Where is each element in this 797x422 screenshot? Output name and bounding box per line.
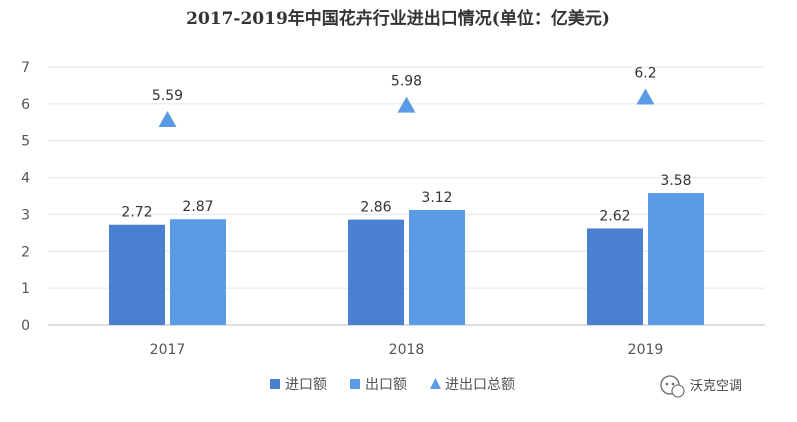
x-axis: 2017 2018 2019 [150, 342, 664, 358]
y-tick-label: 0 [21, 318, 30, 334]
legend-label: 进口额 [285, 377, 327, 393]
chart-title: 2017-2019年中国花卉行业进出口情况(单位：亿美元) [186, 8, 610, 29]
y-tick-label: 1 [21, 281, 30, 297]
legend-swatch [270, 379, 280, 389]
plot-area [109, 88, 704, 325]
bar-export-2017 [170, 219, 226, 325]
x-tick-label: 2017 [150, 342, 186, 358]
bar-import-2018 [348, 219, 404, 325]
legend[interactable]: 进口额 出口额 进出口总额 [270, 377, 515, 393]
x-tick-label: 2018 [389, 342, 425, 358]
legend-swatch [430, 378, 441, 389]
y-tick-label: 6 [21, 97, 30, 113]
bar-export-2019 [648, 193, 704, 325]
watermark-text: 沃克空调 [690, 379, 742, 394]
y-tick-label: 2 [21, 244, 30, 260]
wechat-icon [660, 375, 685, 398]
data-label: 3.12 [421, 190, 452, 206]
grid [48, 66, 765, 326]
data-label: 5.98 [391, 74, 422, 90]
data-label: 2.62 [599, 208, 630, 224]
watermark: 沃克空调 [660, 375, 742, 398]
legend-label: 出口额 [365, 377, 407, 393]
y-tick-label: 7 [21, 60, 30, 76]
bar-import-2017 [109, 224, 165, 325]
bar-export-2018 [409, 210, 465, 325]
data-label: 2.86 [360, 200, 391, 216]
y-tick-label: 4 [21, 171, 30, 187]
data-label: 2.72 [121, 205, 152, 221]
marker-total-2019 [636, 88, 655, 105]
marker-total-2018 [397, 96, 416, 113]
data-label: 5.59 [152, 88, 183, 104]
data-label: 3.58 [660, 173, 691, 189]
data-labels: 2.72 2.87 5.59 2.86 3.12 5.98 2.62 3.58 6.2 [121, 65, 691, 224]
data-label: 2.87 [182, 199, 213, 215]
legend-label: 进出口总额 [445, 377, 515, 393]
data-label: 6.2 [634, 65, 656, 81]
y-axis: 0 1 2 3 4 5 6 7 [21, 60, 30, 334]
y-tick-label: 5 [21, 134, 30, 150]
x-tick-label: 2019 [628, 342, 664, 358]
bar-import-2019 [587, 228, 643, 325]
legend-swatch [350, 379, 360, 389]
y-tick-label: 3 [21, 207, 30, 223]
marker-total-2017 [158, 110, 177, 127]
